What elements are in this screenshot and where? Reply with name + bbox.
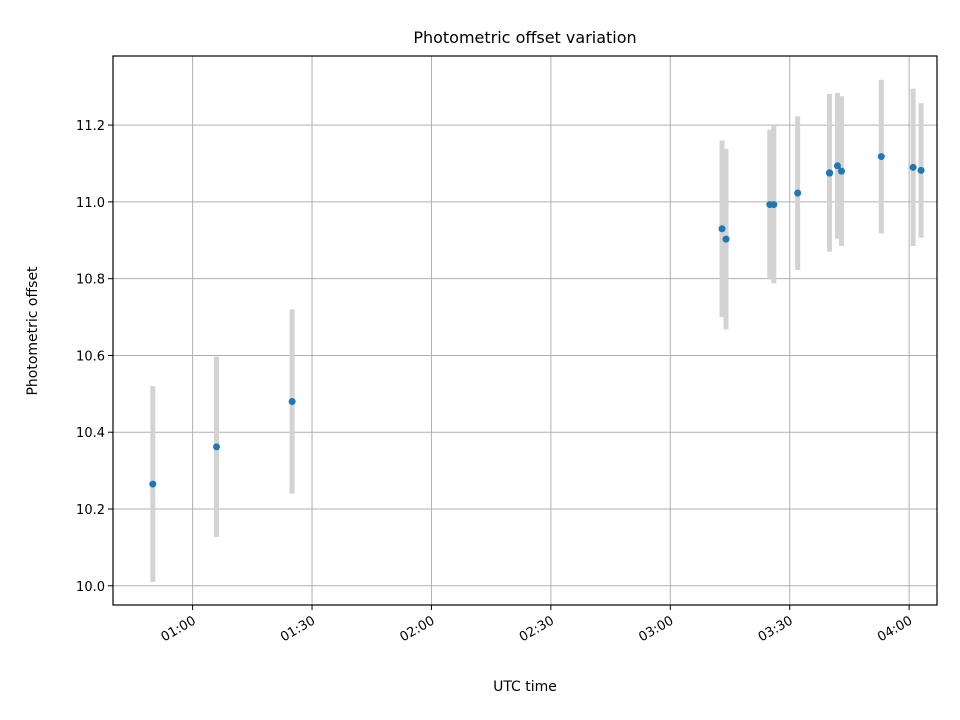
y-axis-ticks: 10.0 10.2 10.4 10.6 10.8 11.0 11.2 <box>76 119 113 595</box>
y-tick-label: 10.4 <box>76 426 105 441</box>
x-tick-label: 02:00 <box>398 613 438 645</box>
y-tick-label: 10.0 <box>76 580 105 595</box>
data-point <box>770 201 778 209</box>
x-tick-label: 04:00 <box>875 613 915 645</box>
y-tick-label: 11.0 <box>76 196 105 211</box>
data-point <box>794 189 802 197</box>
x-tick-label: 03:00 <box>636 613 676 645</box>
x-tick-label: 03:30 <box>756 613 796 645</box>
plot-frame <box>112 55 938 606</box>
errorbars <box>150 79 924 582</box>
x-tick-label: 01:00 <box>159 613 199 645</box>
data-points <box>149 153 925 488</box>
grid <box>113 56 937 605</box>
x-axis-ticks: 01:00 01:30 02:00 02:30 03:00 03:30 04:00 <box>159 605 915 645</box>
y-tick-label: 10.8 <box>76 273 105 288</box>
data-point <box>917 166 925 174</box>
x-tick-label: 02:30 <box>517 613 557 645</box>
data-point <box>826 169 834 177</box>
chart-title: Photometric offset variation <box>413 28 636 47</box>
y-tick-label: 11.2 <box>76 119 105 134</box>
x-tick-label: 01:30 <box>278 613 318 645</box>
data-point <box>833 162 841 170</box>
y-axis-label: Photometric offset <box>25 266 41 396</box>
data-point <box>149 480 157 488</box>
data-point <box>837 167 845 175</box>
data-point <box>718 225 726 233</box>
data-point <box>877 153 885 161</box>
data-point <box>288 398 296 406</box>
y-tick-label: 10.6 <box>76 349 105 364</box>
y-tick-label: 10.2 <box>76 503 105 518</box>
x-axis-label: UTC time <box>493 679 557 695</box>
data-point <box>212 443 220 451</box>
data-point <box>909 163 917 171</box>
data-point <box>722 235 730 243</box>
